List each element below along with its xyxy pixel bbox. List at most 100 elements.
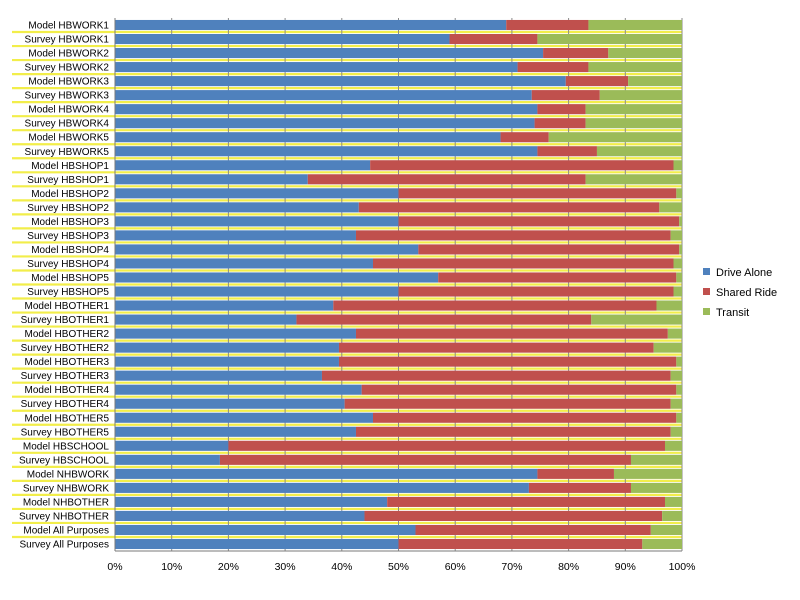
bar-transit — [676, 412, 682, 423]
bar-shared-ride — [338, 342, 654, 353]
category-label: Survey HBWORK2 — [25, 63, 110, 74]
bar-transit — [596, 146, 682, 157]
bar-shared-ride — [531, 90, 600, 101]
x-tick-label: 20% — [218, 561, 239, 573]
legend: Drive Alone Shared Ride Transit — [703, 267, 777, 319]
bar-drive-alone — [115, 328, 356, 339]
bar-drive-alone — [115, 314, 297, 325]
bar-transit — [670, 230, 682, 241]
bar-transit — [608, 48, 682, 59]
bar-drive-alone — [115, 370, 322, 381]
bar-shared-ride — [537, 468, 614, 479]
x-tick-label: 70% — [501, 561, 522, 573]
category-label: Model HBSCHOOL — [23, 441, 110, 452]
bar-drive-alone — [115, 48, 544, 59]
bar-drive-alone — [115, 230, 356, 241]
category-label: Model HBSHOP2 — [31, 189, 109, 200]
bar-transit — [585, 174, 682, 185]
bar-shared-ride — [438, 272, 677, 283]
bar-drive-alone — [115, 146, 538, 157]
category-bands — [12, 30, 682, 539]
legend-swatch — [703, 268, 710, 275]
legend-label: Drive Alone — [716, 267, 772, 279]
bar-transit — [659, 202, 682, 213]
bar-drive-alone — [115, 160, 371, 171]
bar-transit — [673, 258, 682, 269]
category-label: Model HBSHOP3 — [31, 217, 109, 228]
category-label: Survey HBSHOP4 — [27, 259, 109, 270]
bar-drive-alone — [115, 272, 439, 283]
bar-drive-alone — [115, 538, 399, 550]
x-tick-label: 90% — [615, 561, 636, 573]
category-label: Model HBWORK3 — [28, 77, 109, 88]
category-label: Model HBWORK5 — [28, 133, 109, 144]
category-label: Survey HBWORK5 — [25, 147, 110, 158]
x-tick-label: 50% — [388, 561, 409, 573]
bar-shared-ride — [355, 328, 668, 339]
bar-shared-ride — [296, 314, 592, 325]
bar-shared-ride — [537, 146, 597, 157]
category-label: Model HBOTHER4 — [25, 385, 110, 396]
category-label: Model HBOTHER1 — [25, 301, 110, 312]
bar-drive-alone — [115, 202, 359, 213]
bar-transit — [676, 356, 682, 367]
bar-transit — [591, 314, 682, 325]
category-label: Model HBOTHER2 — [25, 329, 110, 340]
category-label: Model HBOTHER3 — [25, 357, 110, 368]
category-label: Survey All Purposes — [20, 539, 110, 550]
x-tick-labels: 0% 10% 20% 30% 40% 50% 60% 70% 80% 90% 100% — [107, 561, 695, 573]
bar-shared-ride — [338, 356, 677, 367]
bar-transit — [673, 286, 682, 297]
bar-drive-alone — [115, 398, 345, 409]
category-label: Survey HBSCHOOL — [19, 455, 109, 466]
x-tick-label: 60% — [445, 561, 466, 573]
category-label: Model HBSHOP5 — [31, 273, 109, 284]
bar-transit — [676, 188, 682, 199]
category-label: Model HBSHOP4 — [31, 245, 109, 256]
x-tick-label: 80% — [558, 561, 579, 573]
bar-shared-ride — [307, 174, 586, 185]
bar-shared-ride — [321, 370, 671, 381]
bar-transit — [679, 216, 682, 227]
category-label: Survey HBOTHER1 — [21, 315, 110, 326]
category-label: Survey HBSHOP1 — [27, 175, 109, 186]
bar-transit — [670, 370, 682, 381]
bar-transit — [679, 244, 682, 255]
bar-shared-ride — [358, 202, 660, 213]
category-label: Survey HBOTHER2 — [21, 343, 110, 354]
bar-drive-alone — [115, 524, 416, 536]
legend-label: Shared Ride — [716, 287, 777, 299]
bar-transit — [599, 90, 682, 101]
category-label: Model NHBWORK — [27, 469, 110, 480]
bar-shared-ride — [537, 104, 586, 115]
bar-transit — [588, 62, 682, 73]
x-tick-label: 100% — [669, 561, 696, 573]
bar-drive-alone — [115, 510, 365, 521]
bar-shared-ride — [361, 384, 677, 395]
bar-drive-alone — [115, 76, 566, 87]
bar-transit — [613, 468, 682, 479]
bar-transit — [650, 524, 682, 536]
bar-shared-ride — [418, 244, 680, 255]
bar-drive-alone — [115, 104, 538, 115]
category-label: Model HBOTHER5 — [25, 413, 110, 424]
bar-drive-alone — [115, 188, 399, 199]
bar-shared-ride — [333, 300, 657, 311]
bar-shared-ride — [219, 454, 631, 465]
bar-transit — [664, 440, 682, 451]
bar-drive-alone — [115, 426, 356, 437]
bar-transit — [664, 496, 682, 507]
bar-drive-alone — [115, 174, 308, 185]
bar-drive-alone — [115, 19, 507, 31]
bar-drive-alone — [115, 440, 229, 451]
bar-drive-alone — [115, 482, 529, 493]
bar-drive-alone — [115, 496, 388, 507]
bar-shared-ride — [449, 33, 538, 45]
bar-shared-ride — [506, 19, 589, 31]
x-tick-label: 40% — [331, 561, 352, 573]
bar-drive-alone — [115, 412, 373, 423]
bar-transit — [630, 482, 682, 493]
category-label: Model HBWORK1 — [28, 21, 109, 32]
category-label: Model HBWORK4 — [28, 105, 109, 116]
bar-drive-alone — [115, 300, 334, 311]
